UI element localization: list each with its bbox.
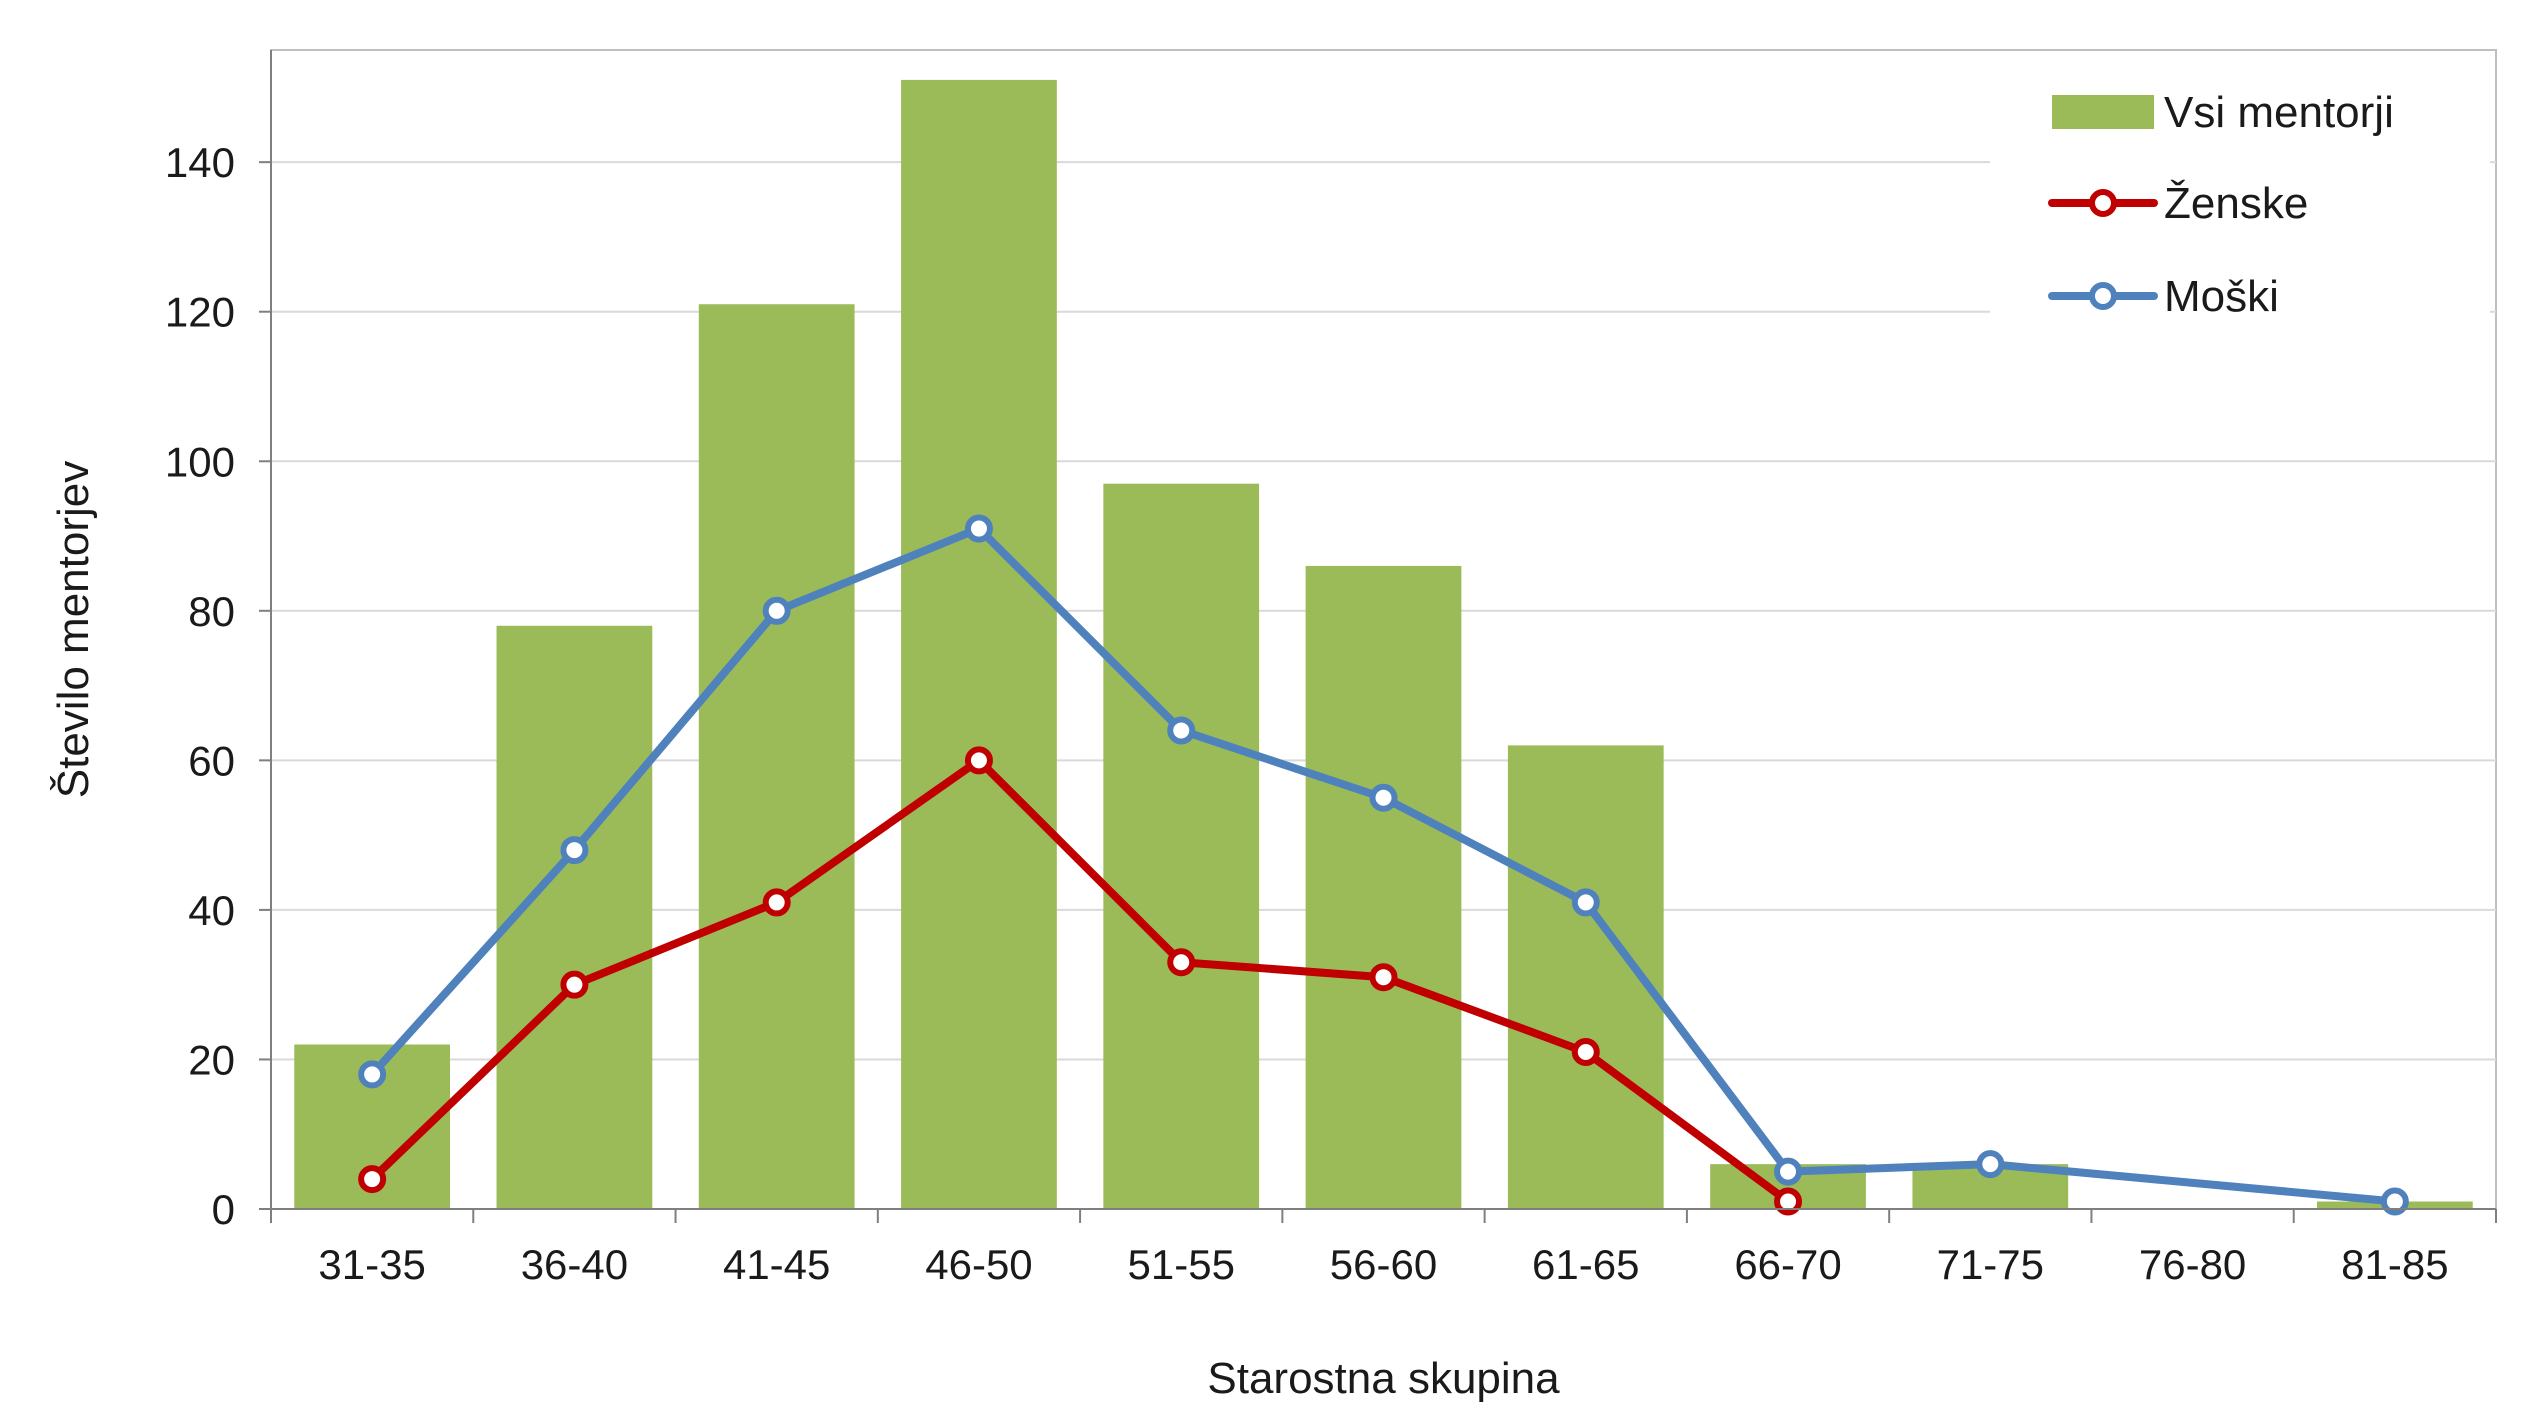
y-tick-label: 140: [165, 139, 235, 186]
legend-label: Ženske: [2164, 179, 2308, 228]
point-36-40: [560, 970, 589, 999]
x-tick-label: 71-75: [1937, 1241, 2044, 1288]
point-56-60: [1369, 783, 1398, 812]
legend-label: Moški: [2164, 272, 2279, 321]
x-tick-label: 76-80: [2139, 1241, 2246, 1288]
x-tick-label: 56-60: [1330, 1241, 1437, 1288]
x-tick-label: 51-55: [1128, 1241, 1235, 1288]
point-81-85: [2380, 1187, 2409, 1216]
line-series-Ženske: [358, 746, 1803, 1216]
y-tick-label: 60: [188, 737, 235, 784]
x-tick-label: 41-45: [723, 1241, 830, 1288]
point-31-35: [358, 1060, 387, 1089]
legend-swatch-marker: [2089, 282, 2117, 310]
series-line: [368, 524, 2399, 1206]
point-31-35: [358, 1165, 387, 1194]
point-61-65: [1571, 888, 1600, 917]
legend-item-Vsi mentorji: Vsi mentorji: [2052, 88, 2394, 137]
point-36-40: [560, 836, 589, 865]
point-41-45: [762, 596, 791, 625]
x-tick-label: 46-50: [925, 1241, 1032, 1288]
bar-56-60: [1305, 565, 1462, 1209]
legend: Vsi mentorji Ženske Moški: [1990, 70, 2490, 350]
y-axis-title: Število mentorjev: [48, 461, 98, 798]
y-tick-labels: 0 20 40 60 80 100 120 140: [165, 139, 235, 1233]
point-46-50: [964, 746, 993, 775]
point-46-50: [964, 514, 993, 543]
line-series-Moški: [358, 514, 2409, 1216]
legend-swatch-marker: [2089, 189, 2117, 217]
legend-item-Moški: Moški: [2048, 272, 2279, 321]
x-tick-labels: 31-35 36-40 41-45 46-50 51-55 56-60 61-65 66-70…: [318, 1241, 2448, 1288]
point-66-70: [1774, 1187, 1803, 1216]
bar-41-45: [698, 304, 855, 1209]
point-71-75: [1976, 1150, 2005, 1179]
bar-51-55: [1103, 483, 1260, 1209]
y-tick-label: 80: [188, 588, 235, 635]
y-tick-label: 120: [165, 289, 235, 336]
y-tick-label: 0: [212, 1186, 235, 1233]
x-axis-title: Starostna skupina: [1207, 1354, 1560, 1403]
legend-label: Vsi mentorji: [2164, 88, 2394, 137]
y-tick-label: 40: [188, 887, 235, 934]
x-tick-label: 31-35: [318, 1241, 425, 1288]
point-56-60: [1369, 963, 1398, 992]
point-41-45: [762, 888, 791, 917]
point-66-70: [1774, 1157, 1803, 1186]
legend-swatch: [2052, 95, 2154, 129]
axes: [259, 50, 2497, 1223]
legend-item-Ženske: Ženske: [2048, 179, 2308, 228]
bar-46-50: [901, 79, 1057, 1210]
x-tick-label: 66-70: [1734, 1241, 1841, 1288]
point-51-55: [1167, 716, 1196, 745]
x-tick-label: 61-65: [1532, 1241, 1639, 1288]
lines: [358, 514, 2409, 1216]
point-51-55: [1167, 948, 1196, 977]
y-tick-label: 20: [188, 1036, 235, 1083]
x-tick-label: 36-40: [521, 1241, 628, 1288]
x-tick-label: 81-85: [2341, 1241, 2448, 1288]
point-61-65: [1571, 1037, 1600, 1066]
series-line: [368, 756, 1793, 1206]
bar-36-40: [496, 625, 653, 1209]
y-tick-label: 100: [165, 438, 235, 485]
